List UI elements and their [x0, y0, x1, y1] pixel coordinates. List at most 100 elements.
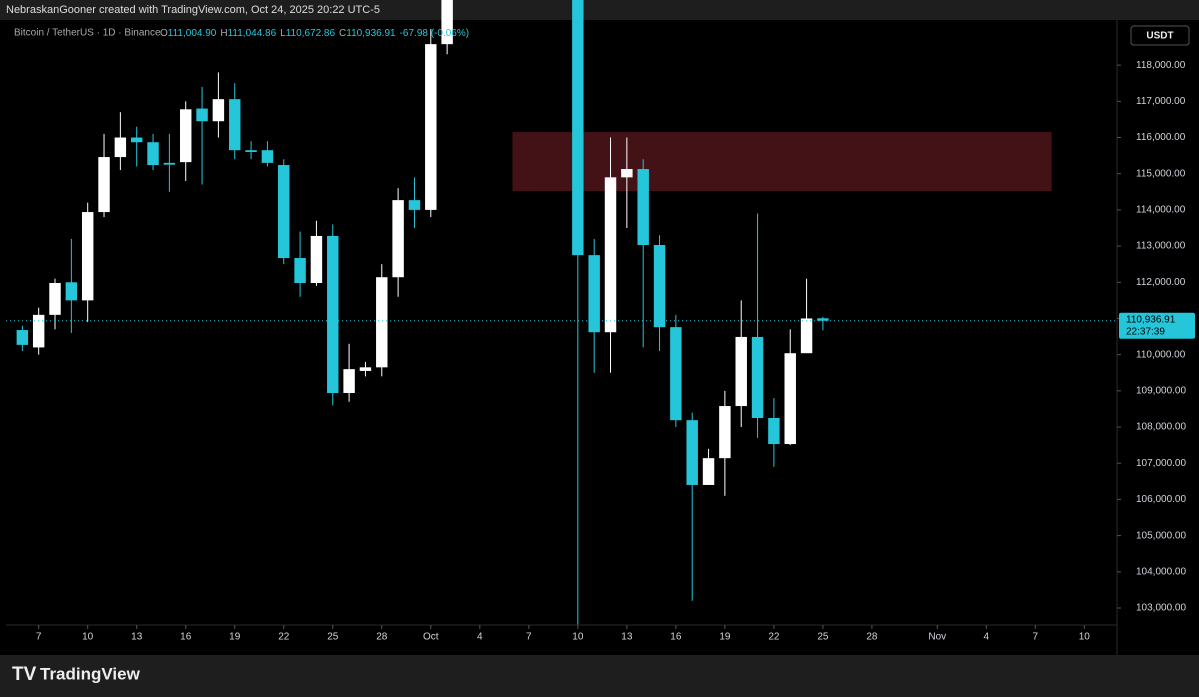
y-tick-label: 112,000.00 — [1136, 277, 1186, 288]
candle-body — [800, 318, 813, 354]
y-tick-label: 115,000.00 — [1136, 168, 1186, 179]
legend-value: 110,672.86 — [286, 28, 336, 39]
x-tick-label: 19 — [229, 632, 241, 643]
legend-values: O111,004.90 H111,044.86 L110,672.86 C110,93… — [160, 28, 469, 39]
candle-body — [408, 200, 421, 210]
y-tick-label: 108,000.00 — [1136, 422, 1186, 433]
candle-body — [294, 258, 306, 284]
candle-body — [441, 0, 453, 45]
candle-body — [49, 283, 61, 315]
x-tick-label: 4 — [477, 632, 483, 643]
plot-area — [6, 0, 1117, 625]
x-tick-label: 13 — [131, 632, 143, 643]
legend-key: O — [160, 28, 168, 39]
y-tick-label: 110,000.00 — [1136, 349, 1186, 360]
y-tick-label: 103,000.00 — [1136, 603, 1186, 614]
candle-body — [670, 327, 682, 421]
x-tick-label: 7 — [36, 632, 42, 643]
x-tick-label: Nov — [928, 632, 946, 643]
legend-key: C — [339, 28, 346, 39]
x-tick-label: 28 — [866, 632, 878, 643]
candle-body — [98, 157, 110, 213]
candle-body — [392, 200, 404, 278]
x-tick-label: 28 — [376, 632, 388, 643]
x-tick-label: 10 — [1079, 632, 1091, 643]
y-tick-label: 107,000.00 — [1136, 458, 1186, 469]
brand-name: TradingView — [40, 664, 141, 683]
y-tick-label: 109,000.00 — [1136, 385, 1186, 396]
x-tick-label: 4 — [984, 632, 990, 643]
candle-body — [16, 330, 29, 345]
brand-logo: TV — [12, 664, 37, 685]
candle-body — [327, 235, 339, 394]
candle-body — [817, 318, 829, 321]
candle-body — [261, 150, 274, 163]
candle-body — [604, 177, 617, 333]
x-tick-label: 10 — [572, 632, 584, 643]
candle-body — [784, 353, 796, 445]
candle-body — [653, 245, 666, 328]
candle-body — [686, 420, 698, 485]
x-tick-label: 19 — [719, 632, 731, 643]
candle-body — [245, 150, 257, 152]
resistance-zone — [512, 132, 1052, 192]
candle-body — [621, 169, 633, 178]
y-tick-label: 118,000.00 — [1136, 60, 1186, 71]
y-tick-label: 114,000.00 — [1136, 205, 1186, 216]
x-tick-label: 25 — [327, 632, 339, 643]
candle-body — [751, 336, 764, 418]
y-tick-label: 106,000.00 — [1136, 494, 1186, 505]
x-tick-label: 13 — [621, 632, 633, 643]
countdown-label: 22:37:39 — [1126, 326, 1165, 337]
candle-body — [163, 162, 176, 165]
candle-body — [637, 169, 649, 246]
last-price-label: 110,936.91 — [1126, 314, 1176, 325]
candle-body — [147, 142, 159, 166]
candle-body — [114, 137, 127, 158]
candle-body — [572, 0, 584, 256]
legend-key: H — [220, 28, 227, 39]
candle-body — [32, 314, 45, 348]
y-tick-label: 113,000.00 — [1136, 241, 1186, 252]
candle-body — [180, 109, 192, 163]
x-tick-label: 16 — [670, 632, 682, 643]
candle-body — [768, 417, 780, 445]
candle-body — [278, 165, 290, 259]
x-tick-label: 16 — [180, 632, 192, 643]
candle-body — [212, 99, 225, 122]
x-tick-label: 7 — [526, 632, 532, 643]
currency-button[interactable] — [1130, 25, 1190, 46]
y-tick-label: 105,000.00 — [1136, 530, 1186, 541]
candle-body — [359, 367, 372, 371]
x-tick-label: Oct — [423, 632, 439, 643]
x-tick-label: 22 — [768, 632, 780, 643]
candle-body — [81, 212, 94, 301]
y-tick-label: 104,000.00 — [1136, 566, 1186, 577]
candle-body — [310, 235, 323, 284]
candle-body — [196, 108, 208, 122]
header-text: NebraskanGooner created with TradingView… — [6, 4, 380, 16]
candle-body — [425, 44, 437, 210]
legend-value: 111,044.86 — [228, 28, 277, 39]
candle-body — [65, 282, 78, 301]
candle-body — [130, 137, 143, 143]
candle-body — [735, 336, 747, 407]
legend-change: -67.98 (-0.06%) — [400, 28, 469, 39]
x-tick-label: 25 — [817, 632, 829, 643]
candle-body — [702, 458, 715, 485]
candle-body — [719, 406, 731, 459]
currency-label[interactable]: USDT — [1146, 31, 1173, 42]
legend-value: 110,936.91 — [346, 28, 396, 39]
y-tick-label: 117,000.00 — [1136, 96, 1186, 107]
footer-bar — [0, 655, 1199, 697]
last-price-box — [1119, 312, 1195, 339]
y-tick-label: 116,000.00 — [1136, 132, 1186, 143]
x-tick-label: 7 — [1033, 632, 1039, 643]
candle-body — [376, 277, 388, 368]
axes: 103,000.00 104,000.00 105,000.00 106,000.00… — [36, 60, 1195, 643]
candle-body — [229, 99, 241, 151]
x-tick-label: 10 — [82, 632, 94, 643]
